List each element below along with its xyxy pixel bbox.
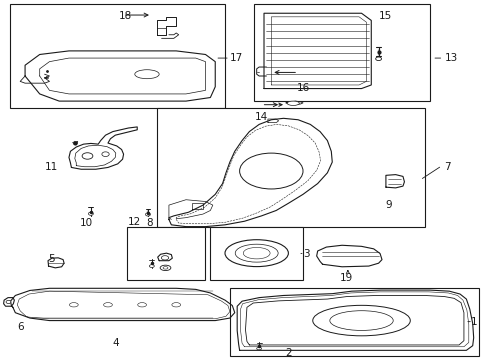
Ellipse shape [6, 300, 11, 303]
Text: 14: 14 [254, 112, 267, 122]
Bar [10, 4, 224, 108]
Text: 3: 3 [303, 248, 309, 258]
Ellipse shape [286, 101, 299, 105]
Ellipse shape [103, 303, 112, 307]
Ellipse shape [171, 303, 180, 307]
Ellipse shape [69, 303, 78, 307]
Bar [157, 108, 424, 226]
Text: 4: 4 [112, 338, 119, 348]
Ellipse shape [312, 305, 409, 336]
Text: 11: 11 [45, 162, 59, 172]
Text: 7: 7 [444, 162, 450, 172]
Text: 15: 15 [379, 12, 392, 22]
Bar [210, 226, 303, 280]
Ellipse shape [329, 311, 392, 330]
Ellipse shape [256, 347, 261, 350]
Text: 10: 10 [80, 218, 92, 228]
Ellipse shape [161, 256, 168, 260]
Text: 16: 16 [296, 83, 309, 93]
Ellipse shape [149, 265, 154, 267]
Text: 1: 1 [470, 317, 477, 327]
Text: 13: 13 [444, 53, 457, 63]
Text: 5: 5 [48, 254, 55, 264]
Bar [127, 226, 205, 280]
Text: 19: 19 [340, 273, 353, 283]
Bar [229, 288, 478, 356]
Text: 17: 17 [229, 53, 243, 63]
Ellipse shape [88, 212, 93, 215]
Ellipse shape [235, 244, 278, 262]
Ellipse shape [375, 57, 381, 60]
Ellipse shape [224, 240, 288, 267]
Ellipse shape [239, 153, 303, 189]
Text: 18: 18 [118, 12, 131, 22]
Text: 8: 8 [146, 218, 152, 228]
Text: 12: 12 [128, 217, 141, 226]
Text: 6: 6 [17, 322, 23, 332]
Ellipse shape [138, 303, 146, 307]
Text: 9: 9 [384, 200, 391, 210]
Ellipse shape [243, 247, 269, 259]
Ellipse shape [160, 265, 170, 271]
Text: 2: 2 [285, 347, 291, 357]
Ellipse shape [102, 152, 109, 157]
Bar [254, 4, 429, 101]
Ellipse shape [135, 70, 159, 79]
Ellipse shape [82, 153, 93, 159]
Ellipse shape [163, 267, 167, 269]
Ellipse shape [145, 213, 150, 216]
